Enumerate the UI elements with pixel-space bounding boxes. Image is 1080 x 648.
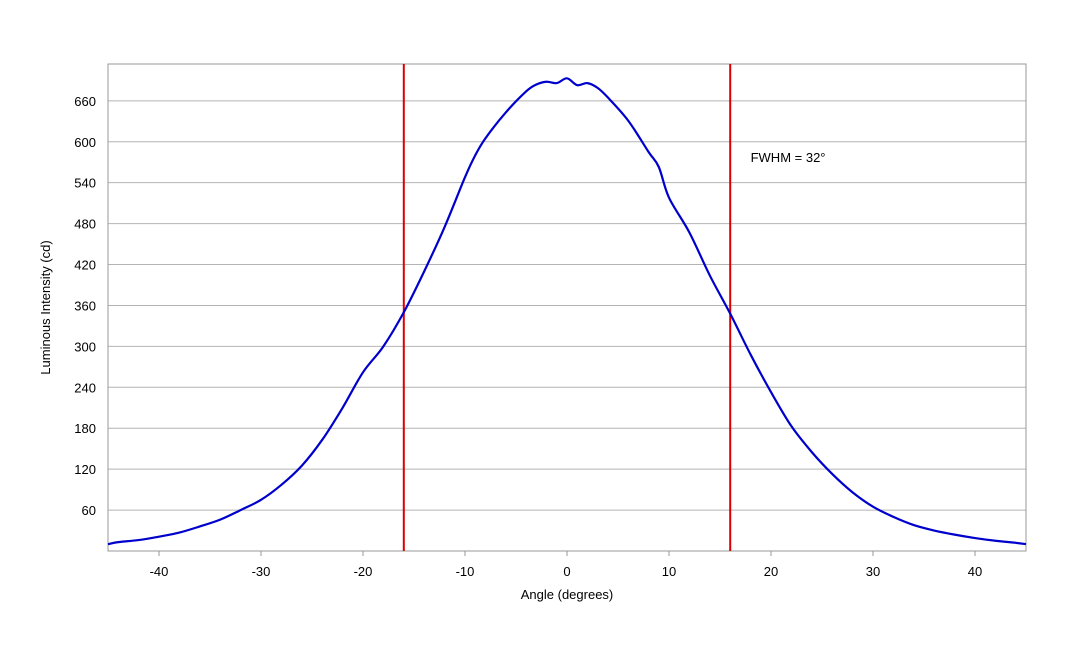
y-tick-label: 240	[74, 380, 96, 395]
x-tick-label: 20	[764, 564, 778, 579]
y-tick-label: 600	[74, 135, 96, 150]
annotations: FWHM = 32°	[751, 150, 826, 165]
y-tick-label: 660	[74, 94, 96, 109]
grid	[108, 100, 1026, 511]
y-tick-label: 480	[74, 217, 96, 232]
x-tick-label: -30	[252, 564, 271, 579]
series-line	[107, 77, 1027, 546]
y-tick-label: 60	[82, 503, 96, 518]
y-tick-label: 360	[74, 298, 96, 313]
x-tick-label: -20	[354, 564, 373, 579]
y-axis-title: Luminous Intensity (cd)	[38, 240, 53, 374]
x-axis-ticks: -40 -30 -20 -10 0 10 20 30 40	[150, 551, 982, 579]
x-tick-label: -40	[150, 564, 169, 579]
x-axis-title: Angle (degrees)	[521, 587, 614, 602]
y-tick-label: 120	[74, 462, 96, 477]
marker-lines	[402, 64, 732, 551]
y-axis-ticks: 60 120 180 240 300 360 420 480 540 600 660	[74, 94, 96, 518]
x-tick-label: 10	[662, 564, 676, 579]
x-tick-label: 40	[968, 564, 982, 579]
y-tick-label: 420	[74, 258, 96, 273]
y-tick-label: 180	[74, 421, 96, 436]
fwhm-annotation: FWHM = 32°	[751, 150, 826, 165]
x-tick-label: -10	[456, 564, 475, 579]
plot-frame	[107, 63, 1027, 552]
x-tick-label: 30	[866, 564, 880, 579]
y-tick-label: 540	[74, 176, 96, 191]
y-tick-label: 300	[74, 339, 96, 354]
x-tick-label: 0	[563, 564, 570, 579]
